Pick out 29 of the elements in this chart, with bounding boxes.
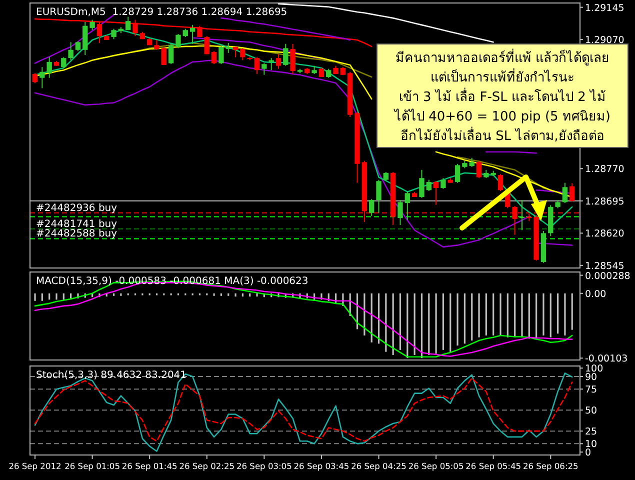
- y-tick-label: 0.000288: [585, 270, 630, 282]
- y-tick-label: 1.29145: [585, 2, 624, 14]
- y-tick-label: 1.28545: [585, 260, 624, 272]
- y-tick-label: 1.29070: [585, 35, 624, 46]
- annotation: มีคนถามหาออเดอร์ที่แพ้ แล้วก็ได้ดูเลย แต่เป็นการแพ้ที่ยังกำไรนะ เข้า 3 ไม้ เลื่อ F-SL และโดนไป 2 ไม้ ได้ไป 40+60 = 100 pip (5 ทศนิยม) อีกไม้ยังไม่เลื่อน SL ไล่ตาม,ยังถือต่อ: [393, 48, 611, 144]
- ref-line-label: #24482936 buy: [36, 202, 118, 214]
- x-tick-label: 26 Sep 03:05: [236, 461, 292, 471]
- y-tick-label: 1.28770: [585, 164, 624, 176]
- x-tick-label: 26 Sep 2012: [8, 461, 62, 471]
- y-tick-label: -0.00103: [585, 354, 628, 365]
- x-tick-label: 26 Sep 05:05: [408, 461, 464, 471]
- y-tick-label: 1.28695: [585, 196, 624, 208]
- y-tick-label: 75: [585, 384, 598, 396]
- y-tick-label: 1.28620: [585, 228, 624, 240]
- ref-line-label: #24481741 buy: [36, 218, 118, 230]
- chart-title: EURUSDm,M5 1.28729 1.28736 1.28694 1.28695: [36, 7, 288, 18]
- x-tick-label: 26 Sep 04:25: [351, 461, 406, 471]
- y-tick-label: 50: [585, 406, 598, 417]
- y-tick-label: 0.00: [585, 288, 606, 300]
- y-tick-label: 25: [585, 426, 598, 438]
- y-tick-label: 0: [585, 448, 592, 459]
- x-tick-label: 26 Sep 06:25: [522, 461, 578, 471]
- x-tick-label: 26 Sep 03:45: [294, 461, 350, 471]
- ref-line-label: #24482588 buy: [36, 228, 118, 240]
- y-tick-label: 90: [585, 372, 598, 383]
- x-tick-label: 26 Sep 02:25: [179, 461, 235, 471]
- x-tick-label: 26 Sep 01:45: [122, 461, 178, 471]
- x-tick-label: 26 Sep 05:45: [466, 461, 522, 471]
- x-tick-label: 26 Sep 01:05: [64, 461, 120, 471]
